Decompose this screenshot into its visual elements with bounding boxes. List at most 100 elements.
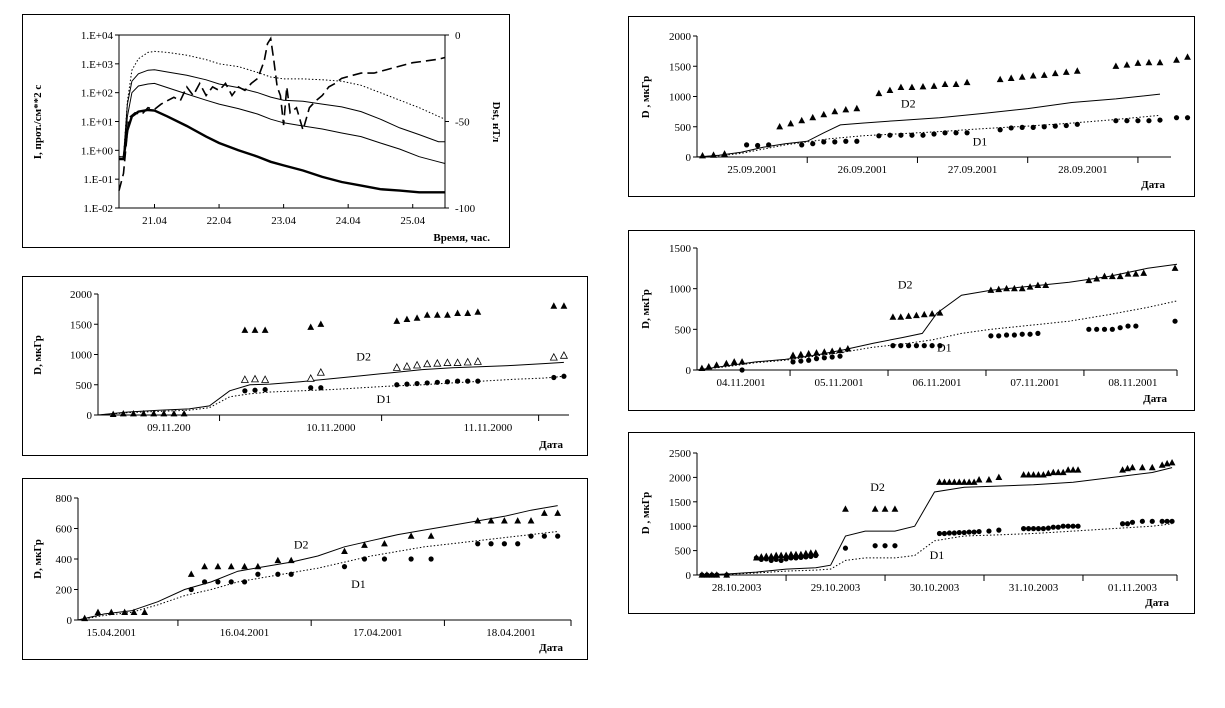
d1-point [724,572,730,578]
d2-point [170,409,178,417]
d1-point [739,367,745,373]
y-tick-label: 1500 [669,61,692,73]
d1-point [996,333,1002,339]
d2-point [975,476,983,483]
d1-point [1117,325,1123,331]
d1-point [424,380,430,386]
d2-point [214,562,222,570]
d1-point [1030,124,1036,130]
d1-point [501,541,507,547]
d2-point [403,315,411,323]
y-tick-label: 500 [675,122,692,134]
y-tick-label: 600 [56,524,73,536]
d1-point [997,127,1003,133]
y-tick-label: 2000 [669,472,692,484]
d2-point [881,505,889,512]
d1-point [953,130,959,136]
d1-point [898,343,904,349]
x-tick-label: 04.11.2001 [717,377,766,389]
d1-point [763,556,769,562]
d1-point [905,343,912,349]
d1-point [971,529,977,535]
d2-point [792,550,800,558]
d1-point [528,533,534,539]
d2-point [772,551,780,559]
x-tick-label: 07.11.2001 [1010,377,1059,389]
d2-point [1029,72,1037,79]
y-tick-label: 500 [675,324,692,336]
d2-point [836,346,844,354]
series-line-1 [696,114,1161,158]
d2-open-point [463,357,472,366]
d2-point [1123,61,1131,68]
d2-point [809,113,817,121]
y-tick-label: 1.E-01 [83,174,113,186]
d2-point [361,541,368,548]
d2-point [710,151,717,158]
d1-point [308,385,314,391]
d1-point [942,130,948,136]
y-tick-label: 1.E+03 [81,59,114,71]
y-axis-title: D, мкГр [640,289,652,329]
d1-point [1101,326,1108,332]
x-tick-label: 16.04.2001 [220,627,270,639]
d1-point [1173,115,1180,121]
d2-point [254,562,262,570]
d2-point [554,509,562,516]
d1-point [434,379,440,385]
y-tick-label: 1000 [70,350,93,362]
series-label-d2: D2 [898,278,913,292]
d1-point [887,132,893,138]
series-label-d1: D1 [937,340,952,354]
d1-point [821,139,827,145]
d1-point [1086,326,1092,332]
nov2001-chart-panel: 0 500 1000 1500 04.11.2001 05.11.2001 06.11.20… [628,230,1195,411]
d2-point [1018,284,1026,292]
y-axis-title: D, мкГр [32,335,44,375]
d1-point [909,132,915,138]
d1-point [778,557,784,563]
d2-point [807,549,815,556]
d1-point [1041,124,1047,130]
d1-point [996,527,1002,533]
d1-point [788,555,794,561]
series-label-d2: D2 [356,350,371,364]
d1-point [931,131,937,137]
d2-point [454,309,461,316]
d1-point [976,528,982,535]
d2-point [941,478,948,485]
d1-point [744,142,750,148]
y-tick-label: 2000 [70,289,93,301]
d1-point [414,380,420,387]
series-line-2 [119,82,446,164]
d2-open-point [316,367,325,376]
d2-point [1184,53,1191,60]
d2-point [1140,269,1148,276]
d1-point [829,354,835,360]
d2-open-point [392,363,401,371]
d1-point [854,138,860,144]
d2-point [950,478,958,485]
d1-point [793,555,799,561]
series-line-0 [696,263,1178,371]
d1-point [941,530,948,537]
x-axis-title: Дата [539,642,563,654]
x-tick-label: 22.04 [207,215,232,227]
x-tick-label: 31.10.2003 [1009,582,1059,594]
x-tick-label: 26.09.2001 [838,164,888,176]
d2-point [1044,469,1052,477]
nov2000-chart: 0 500 1000 1500 2000 09.11.200 10.11.2000 11.11… [32,289,569,451]
d2-point [130,409,137,417]
d1-point [843,138,849,144]
d2-open-point [250,374,260,383]
y-tick-label: 1.E+01 [81,117,113,129]
d2-open-point [306,374,315,382]
series-line-3 [119,108,445,194]
d2-point [307,323,315,330]
d2-point [1035,471,1042,478]
d1-point [961,529,967,536]
plot-frame [118,34,446,209]
d2-point [540,509,548,516]
d2-open-point [402,361,412,370]
flux-chart-panel: 1.E-02 1.E-01 1.E+00 1.E+01 1.E+02 1.E+03 1.E+… [22,14,510,248]
